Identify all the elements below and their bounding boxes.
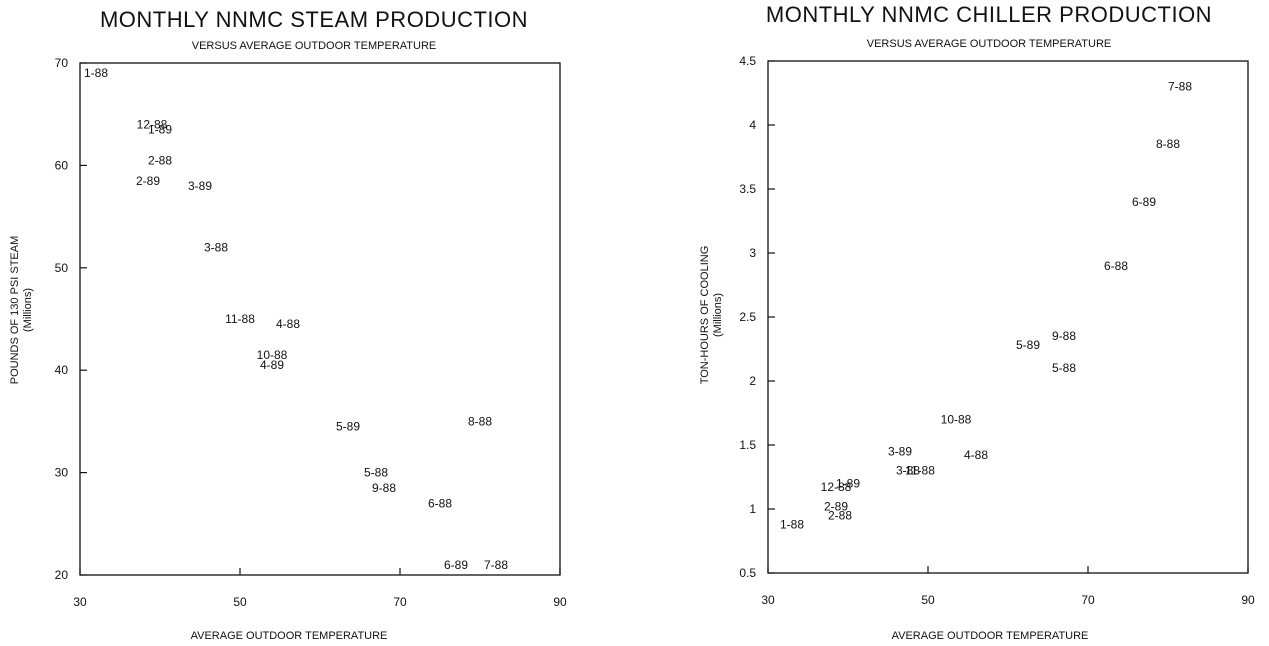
steam-chart-title: MONTHLY NNMC STEAM PRODUCTION [100,7,528,32]
steam-data-point-label: 2-89 [136,174,160,188]
chiller-data-points: 7-88 8-88 6-89 6-88 9-88 5-89 5-88 10-88 4-88 3-8… [780,80,1192,532]
chiller-axis-ticks: 30 50 70 90 0.5 1 1.5 2 2.5 3 3.5 4 4.5 [739,54,1255,607]
chiller-x-axis-label: AVERAGE OUTDOOR TEMPERATURE [892,630,1089,642]
chiller-data-point-label: 8-88 [1156,137,1180,151]
steam-y-axis-label: POUNDS OF 130 PSI STEAM [9,236,21,385]
chiller-x-tick-label: 30 [761,593,775,607]
chiller-y-tick-label: 2 [749,374,756,388]
chiller-data-point-label: 3-88 [896,464,920,478]
chiller-y-tick-label: 4.5 [739,54,756,68]
steam-y-tick-label: 30 [55,466,69,480]
chiller-y-axis-unit: (Millions) [712,293,724,337]
chiller-data-point-label: 2-88 [828,508,852,522]
chiller-data-point-label: 2-89 [824,499,848,513]
chiller-x-tick-label: 90 [1241,593,1255,607]
steam-data-points: 1-88 12-881-89 2-88 2-89 3-89 3-88 11-88 4-88 10… [84,66,508,572]
chiller-data-point-label: 1-88 [780,517,804,531]
steam-data-point-label: 8-88 [468,414,492,428]
steam-data-point-label: 2-88 [148,153,172,167]
steam-axis-ticks: 30 50 70 90 20 30 40 50 60 70 [55,56,567,609]
chiller-data-point-label: 11-88 [905,464,935,478]
steam-x-tick-label: 70 [393,595,407,609]
chiller-y-tick-label: 1.5 [739,438,756,452]
steam-data-point-label: 10-88 [257,348,288,362]
chiller-y-tick-label: 0.5 [739,566,756,580]
chiller-chart-title: MONTHLY NNMC CHILLER PRODUCTION [766,2,1212,27]
chiller-y-tick-label: 3.5 [739,182,756,196]
chiller-data-point-label: 6-88 [1104,259,1128,273]
chiller-y-tick-label: 2.5 [739,310,756,324]
steam-data-point-label: 3-88 [204,240,228,254]
steam-y-tick-label: 50 [55,261,69,275]
steam-data-point-label: 4-89 [260,358,284,372]
chiller-data-point-label: 1-89 [836,476,860,490]
steam-data-point-label: 5-89 [336,420,360,434]
chiller-data-point-label: 9-88 [1052,329,1076,343]
chiller-data-point-label: 3-89 [888,444,912,458]
steam-x-tick-label: 30 [73,595,87,609]
chiller-chart-subtitle: VERSUS AVERAGE OUTDOOR TEMPERATURE [867,38,1112,50]
chiller-y-axis-label: TON-HOURS OF COOLING [699,246,711,385]
chiller-data-point-label: 12-88 [821,480,852,494]
chiller-x-tick-label: 70 [1081,593,1095,607]
chiller-data-point-label: 7-88 [1168,80,1192,94]
steam-data-point-label: 4-88 [276,317,300,331]
steam-x-axis-label: AVERAGE OUTDOOR TEMPERATURE [191,630,388,642]
chiller-chart: MONTHLY NNMC CHILLER PRODUCTION VERSUS A… [699,2,1255,642]
steam-x-tick-label: 50 [233,595,247,609]
steam-data-point-label: 11-88 [225,312,255,326]
chiller-y-tick-label: 4 [749,118,756,132]
steam-chart-subtitle: VERSUS AVERAGE OUTDOOR TEMPERATURE [192,40,437,52]
steam-data-point-label: 1-88 [84,66,108,80]
chiller-y-tick-label: 3 [749,246,756,260]
steam-data-point-label: 5-88 [364,466,388,480]
steam-data-point-label: 6-88 [428,496,452,510]
steam-chart: MONTHLY NNMC STEAM PRODUCTION VERSUS AVE… [9,7,567,642]
steam-y-tick-label: 70 [55,56,69,70]
chiller-data-point-label: 5-88 [1052,361,1076,375]
steam-y-axis-unit: (Millions) [22,288,34,332]
chiller-data-point-label: 10-88 [941,412,972,426]
steam-data-point-label: 1-89 [148,123,172,137]
chiller-y-tick-label: 1 [749,502,756,516]
steam-data-point-label: 6-89 [444,558,468,572]
steam-data-point-label: 3-89 [188,179,212,193]
steam-data-point-label: 12-88 [137,117,168,131]
steam-data-point-label: 9-88 [372,481,396,495]
steam-x-tick-label: 90 [553,595,567,609]
steam-data-point-label: 7-88 [484,558,508,572]
steam-plot-frame [79,62,561,576]
chiller-data-point-label: 5-89 [1016,338,1040,352]
steam-y-tick-label: 20 [55,568,69,582]
chiller-x-tick-label: 50 [921,593,935,607]
chiller-data-point-label: 4-88 [964,448,988,462]
chiller-data-point-label: 6-89 [1132,195,1156,209]
steam-y-tick-label: 60 [55,158,69,172]
steam-y-tick-label: 40 [55,363,69,377]
